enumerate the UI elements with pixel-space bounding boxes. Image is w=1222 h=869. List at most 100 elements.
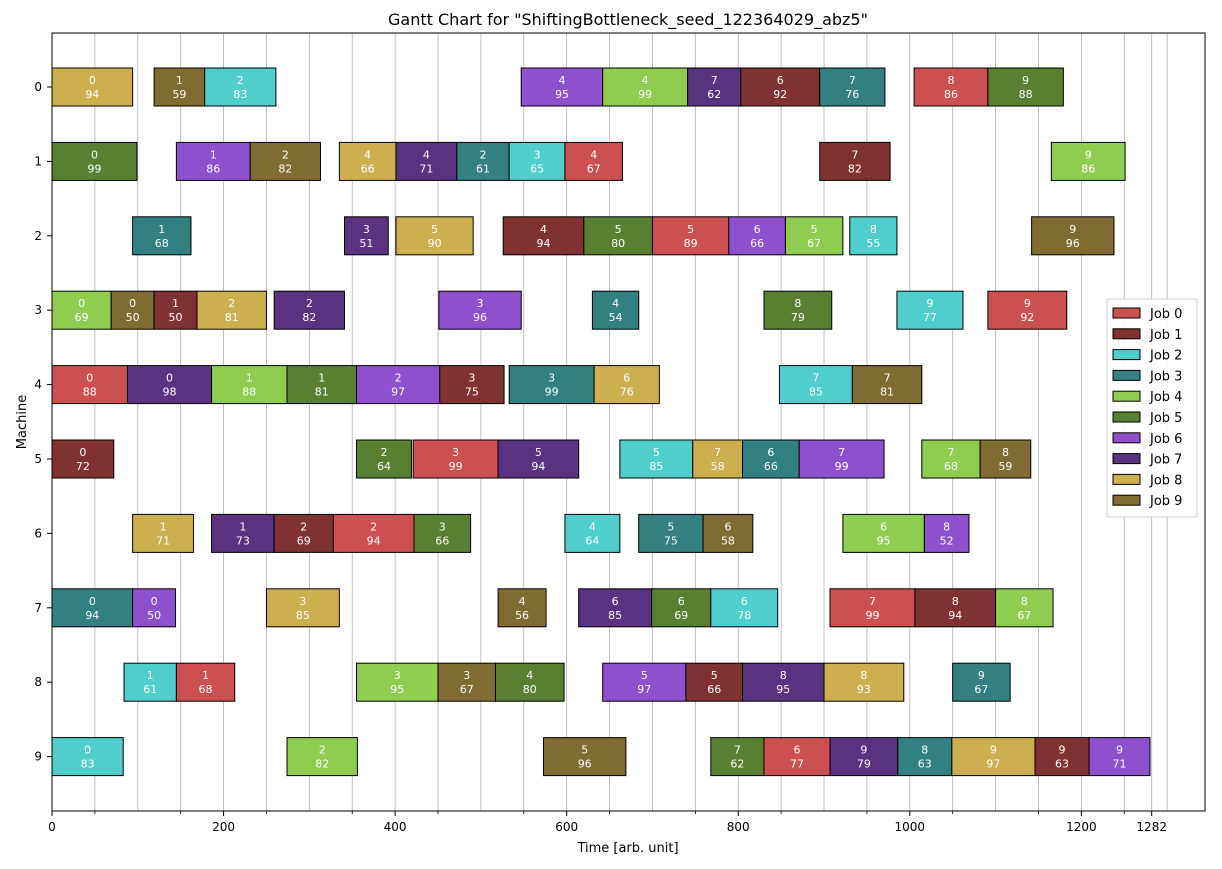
task-duration-label: 51 <box>359 237 373 250</box>
task-bar <box>742 662 825 702</box>
task-bar <box>132 513 195 553</box>
task-bar <box>798 439 885 479</box>
task-duration-label: 83 <box>81 758 95 771</box>
task-bar <box>914 588 997 628</box>
y-tick-label: 2 <box>34 229 42 243</box>
task-bar <box>437 662 496 702</box>
task-op-label: 5 <box>653 446 660 459</box>
task-bar <box>543 737 627 777</box>
task-bar <box>110 290 155 330</box>
task-duration-label: 50 <box>147 609 161 622</box>
task-duration-label: 71 <box>1113 758 1127 771</box>
legend-swatch <box>1112 307 1141 319</box>
task-bar <box>153 67 206 107</box>
task-duration-label: 94 <box>531 460 545 473</box>
y-tick-label: 7 <box>34 601 42 615</box>
task-op-label: 0 <box>79 446 86 459</box>
task-bar <box>273 290 346 330</box>
task-bar <box>508 365 595 405</box>
task-bar <box>710 588 779 628</box>
task-op-label: 0 <box>84 744 91 757</box>
task-bar <box>497 588 547 628</box>
task-bar <box>564 513 621 553</box>
task-duration-label: 75 <box>664 534 678 547</box>
task-op-label: 5 <box>667 520 674 533</box>
task-bar <box>286 737 358 777</box>
task-duration-label: 58 <box>721 534 735 547</box>
task-op-label: 8 <box>794 297 801 310</box>
task-bar <box>1050 141 1126 181</box>
task-bar <box>952 662 1011 702</box>
task-bar <box>702 513 754 553</box>
task-bar <box>685 662 744 702</box>
task-op-label: 4 <box>612 297 619 310</box>
task-duration-label: 85 <box>649 460 663 473</box>
task-bar <box>344 216 389 256</box>
task-bar <box>651 588 712 628</box>
task-duration-label: 85 <box>809 386 823 399</box>
task-op-label: 5 <box>811 223 818 236</box>
task-duration-label: 61 <box>476 162 490 175</box>
task-op-label: 6 <box>767 446 774 459</box>
task-duration-label: 88 <box>242 386 256 399</box>
legend-label: Job 8 <box>1149 473 1182 488</box>
task-op-label: 2 <box>282 148 289 161</box>
legend-swatch <box>1112 473 1141 485</box>
task-bar <box>175 662 236 702</box>
task-bar <box>204 67 277 107</box>
task-op-label: 7 <box>947 446 954 459</box>
task-bar <box>593 365 660 405</box>
task-duration-label: 68 <box>944 460 958 473</box>
task-bar <box>439 365 505 405</box>
task-bar <box>728 216 786 256</box>
task-bar <box>249 141 321 181</box>
y-tick-label: 1 <box>34 154 42 168</box>
task-op-label: 0 <box>78 297 85 310</box>
task-op-label: 2 <box>228 297 235 310</box>
task-duration-label: 88 <box>1019 88 1033 101</box>
x-tick-label: 800 <box>727 820 750 834</box>
task-duration-label: 79 <box>791 311 805 324</box>
task-duration-label: 50 <box>126 311 140 324</box>
task-op-label: 7 <box>869 595 876 608</box>
task-bar <box>211 513 275 553</box>
task-duration-label: 69 <box>674 609 688 622</box>
task-bar <box>951 737 1036 777</box>
task-duration-label: 67 <box>807 237 821 250</box>
task-duration-label: 94 <box>85 88 99 101</box>
task-op-label: 3 <box>452 446 459 459</box>
task-op-label: 0 <box>89 74 96 87</box>
task-bar <box>520 67 604 107</box>
task-bar <box>823 662 905 702</box>
task-op-label: 4 <box>642 74 649 87</box>
task-duration-label: 95 <box>390 683 404 696</box>
task-op-label: 9 <box>978 669 985 682</box>
legend-swatch <box>1112 349 1141 361</box>
legend-label: Job 3 <box>1149 369 1182 384</box>
task-op-label: 8 <box>947 74 954 87</box>
task-duration-label: 62 <box>707 88 721 101</box>
task-duration-label: 82 <box>302 311 316 324</box>
task-duration-label: 67 <box>460 683 474 696</box>
task-duration-label: 73 <box>236 534 250 547</box>
task-op-label: 4 <box>558 74 565 87</box>
task-bar <box>578 588 653 628</box>
task-op-label: 8 <box>860 669 867 682</box>
task-op-label: 8 <box>780 669 787 682</box>
task-op-label: 6 <box>612 595 619 608</box>
legend-swatch <box>1112 453 1141 465</box>
task-op-label: 0 <box>91 148 98 161</box>
task-duration-label: 79 <box>857 758 871 771</box>
task-bar <box>497 439 580 479</box>
task-bar <box>849 216 898 256</box>
task-bar <box>196 290 267 330</box>
task-bar <box>51 67 134 107</box>
task-bar <box>395 141 458 181</box>
task-op-label: 3 <box>534 148 541 161</box>
task-duration-label: 95 <box>555 88 569 101</box>
task-duration-label: 85 <box>296 609 310 622</box>
legend-label: Job 2 <box>1149 349 1182 364</box>
task-duration-label: 85 <box>608 609 622 622</box>
task-duration-label: 95 <box>776 683 790 696</box>
